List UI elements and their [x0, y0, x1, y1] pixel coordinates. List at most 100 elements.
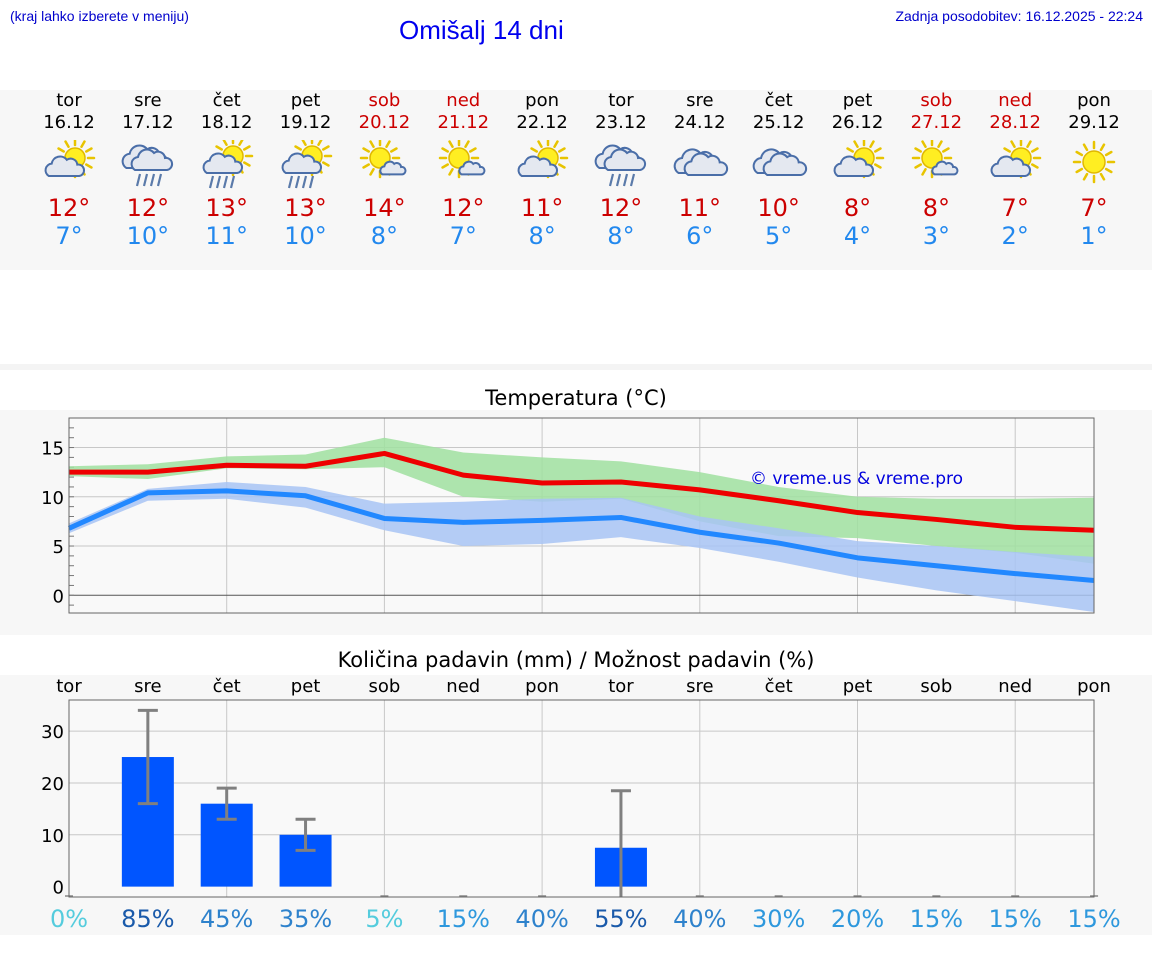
max-temperature: 12° — [599, 194, 643, 222]
precip-probability: 35% — [279, 905, 332, 933]
min-temperature: 1° — [1080, 222, 1108, 250]
max-temperature: 12° — [441, 194, 485, 222]
day-date: 22.12 — [516, 112, 568, 133]
y-tick-label: 30 — [41, 722, 64, 743]
min-temperature: 8° — [370, 222, 399, 250]
forecast-day: čet 18.12 13° 11° — [187, 90, 267, 250]
x-tick-label: pon — [525, 676, 559, 697]
min-temperature: 7° — [55, 222, 83, 250]
day-date: 28.12 — [989, 112, 1041, 133]
sun-icon — [1072, 140, 1116, 184]
min-temperature: 11° — [205, 222, 248, 250]
series-line-min — [67, 488, 1095, 583]
x-tick-label: sob — [920, 676, 952, 697]
precip-probability: 40% — [673, 905, 726, 933]
max-temperature: 13° — [284, 194, 327, 222]
cloud-icon — [673, 148, 728, 176]
day-date: 25.12 — [752, 112, 805, 133]
sun-cloud-icon — [833, 140, 884, 179]
min-temperature: 10° — [126, 222, 170, 250]
day-name: sre — [686, 90, 714, 111]
max-temperature: 14° — [363, 194, 406, 222]
temperature-chart: 0 5 10 15 © vreme.us & vreme.pro — [41, 417, 1095, 614]
sun-small-cloud-icon — [439, 140, 486, 179]
day-date: 29.12 — [1068, 112, 1120, 133]
series-band-max — [69, 437, 1095, 564]
plot-frame — [68, 699, 1095, 898]
day-name: čet — [764, 90, 793, 111]
max-temperature: 11° — [520, 194, 564, 222]
sun-small-cloud-icon — [360, 140, 407, 179]
forecast-day: tor 16.12 12° 7° — [29, 90, 109, 250]
precip-probability: 40% — [515, 905, 568, 933]
min-temperature: 7° — [449, 222, 477, 250]
x-tick-label: sre — [134, 676, 161, 697]
max-temperature: 13° — [205, 194, 248, 222]
forecast-day: pon 22.12 11° 8° — [502, 90, 582, 250]
day-name: tor — [608, 90, 634, 111]
x-tick-label: čet — [765, 676, 793, 697]
day-name: ned — [446, 90, 481, 111]
max-temperature: 11° — [678, 194, 722, 222]
location-hint: (kraj lahko izberete v meniju) — [10, 8, 189, 24]
page-title: Omišalj 14 dni — [399, 15, 564, 45]
day-name: ned — [998, 90, 1033, 111]
plot-frame — [68, 417, 1095, 614]
forecast-day: ned 28.12 7° 2° — [975, 90, 1055, 250]
precip-probability: 15% — [437, 905, 490, 933]
min-temperature: 8° — [607, 222, 635, 250]
y-tick-label: 0 — [53, 878, 64, 899]
precip-probability: 85% — [121, 905, 174, 933]
x-tick-label: sob — [368, 676, 400, 697]
day-date: 23.12 — [595, 112, 647, 133]
sun-cloud-rain-icon — [202, 140, 253, 189]
sun-cloud-icon — [990, 140, 1042, 179]
day-date: 17.12 — [122, 112, 174, 133]
cloud-rain-icon — [594, 144, 646, 187]
min-temperature: 6° — [686, 222, 714, 250]
day-name: tor — [56, 90, 82, 111]
day-name: pon — [525, 90, 560, 111]
forecast-day: sre 24.12 11° 6° — [660, 90, 740, 250]
day-date: 19.12 — [279, 112, 332, 133]
day-date: 26.12 — [831, 112, 884, 133]
max-temperature: 8° — [843, 194, 872, 222]
precip-probability: 20% — [831, 905, 884, 933]
y-tick-label: 10 — [41, 488, 64, 509]
forecast-day: ned 21.12 12° 7° — [423, 90, 503, 250]
precip-probability: 15% — [1067, 905, 1120, 933]
precip-probability: 30% — [752, 905, 805, 933]
watermark: © vreme.us & vreme.pro — [750, 469, 963, 489]
day-name: sob — [368, 90, 401, 111]
precipitation-chart: 0 10 20 30 tor sre čet pet sob ned pon tor sre čet pet… — [41, 676, 1121, 933]
sun-cloud-rain-icon — [281, 140, 332, 189]
y-tick-label: 0 — [53, 586, 64, 607]
sun-small-cloud-icon — [912, 140, 959, 179]
cloud-icon — [752, 148, 807, 176]
forecast-day: čet 25.12 10° 5° — [739, 90, 819, 250]
day-name: sob — [920, 90, 953, 111]
day-name: pet — [842, 90, 873, 111]
x-tick-label: čet — [213, 676, 241, 697]
min-temperature: 8° — [528, 222, 556, 250]
forecast-day: tor 23.12 12° 8° — [581, 90, 661, 250]
forecast-day: sob 20.12 14° 8° — [344, 90, 424, 250]
max-temperature: 12° — [126, 194, 170, 222]
min-temperature: 4° — [843, 222, 872, 250]
y-tick-label: 15 — [41, 439, 64, 460]
sun-cloud-icon — [44, 140, 96, 179]
day-name: pon — [1077, 90, 1111, 111]
max-temperature: 12° — [47, 194, 91, 222]
min-temperature: 5° — [765, 222, 793, 250]
precip-probability: 0% — [50, 905, 88, 933]
forecast-day: sre 17.12 12° 10° — [108, 90, 188, 250]
x-tick-label: ned — [998, 676, 1032, 697]
max-temperature: 10° — [757, 194, 800, 222]
day-name: sre — [134, 90, 162, 111]
day-name: čet — [212, 90, 241, 111]
day-date: 21.12 — [437, 112, 490, 133]
x-tick-label: pet — [291, 676, 321, 697]
separator — [0, 364, 1152, 370]
x-tick-label: pet — [843, 676, 873, 697]
x-tick-label: ned — [446, 676, 480, 697]
